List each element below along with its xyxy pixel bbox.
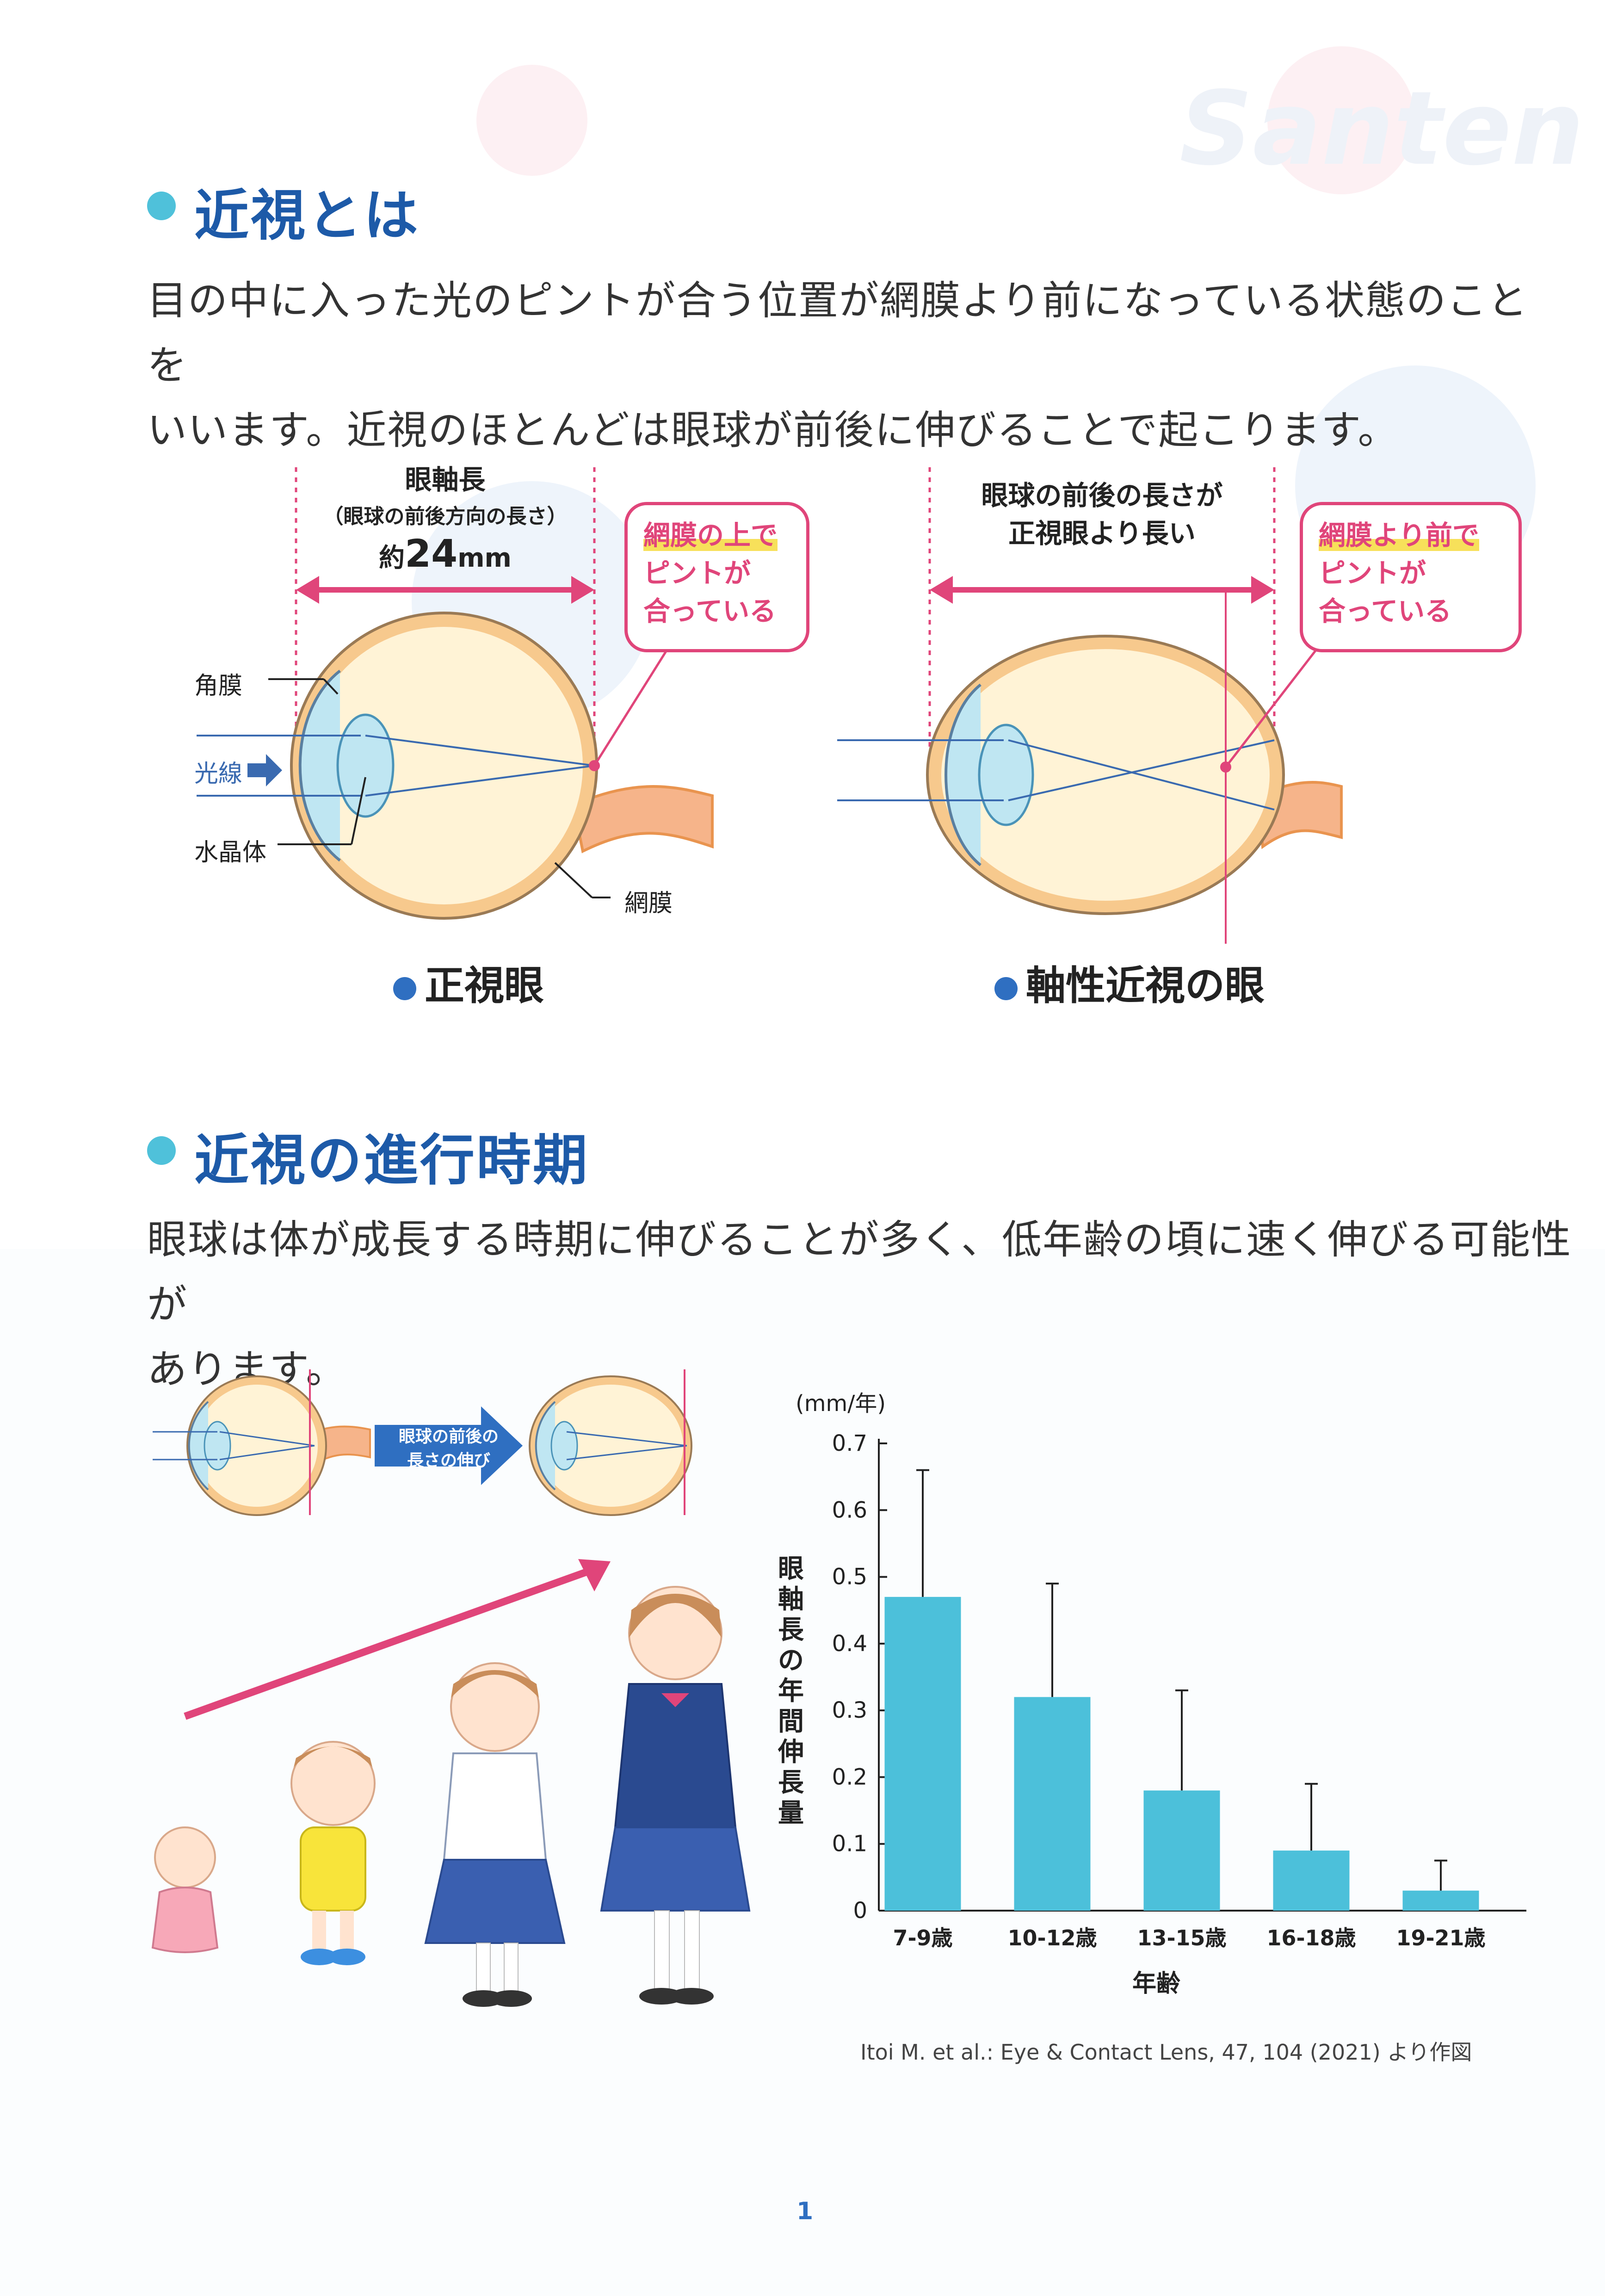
children-growth-illustration (151, 1559, 751, 2007)
normal-eye-callout: 網膜の上で ピントが 合っている (624, 502, 809, 652)
section2-paragraph: 眼球は体が成長する時期に伸びることが多く、低年齢の頃に速く伸びる可能性が ありま… (147, 1207, 1581, 1402)
chart-bar (1014, 1697, 1091, 1911)
chart-y-axis-label-char: 長 (778, 1768, 804, 1798)
section1-line1: 目の中に入った光のピントが合う位置が網膜より前になっている状態のことを (147, 278, 1528, 389)
chart-x-tick-label: 7-9歳 (893, 1925, 952, 1950)
chart-unit-label: (mm/年) (796, 1391, 886, 1417)
chart-x-tick-label: 13-15歳 (1137, 1925, 1226, 1950)
normal-eye-caption: 正視眼 (393, 953, 544, 1011)
chart-y-axis-label-char: 間 (778, 1707, 804, 1737)
chart-x-tick-label: 10-12歳 (1007, 1925, 1097, 1950)
chart-bar (884, 1597, 961, 1911)
myopic-eye-callout: 網膜より前で ピントが 合っている (1300, 502, 1522, 652)
section2-heading: 近視の進行時期 (194, 1128, 590, 1192)
normal-dim-label: 眼軸長 （眼球の前後方向の長さ） 約24mm (296, 458, 594, 576)
chart-y-axis-label-char: 眼 (778, 1554, 804, 1584)
chart-y-tick-label: 0 (853, 1898, 867, 1924)
myopic-eye-diagram (837, 467, 1343, 944)
page-number: 1 (796, 2197, 814, 2225)
section1-paragraph: 目の中に入った光のピントが合う位置が網膜より前になっている状態のことを いいます… (147, 268, 1535, 463)
callout-highlight: 網膜の上で (643, 520, 778, 551)
growth-eyes-illustration (153, 1369, 692, 1516)
chart-bar (1402, 1890, 1479, 1911)
chart-bar (1143, 1790, 1220, 1911)
chart-y-axis-label-char: 伸 (778, 1737, 804, 1767)
chart-x-tick-label: 19-21歳 (1396, 1925, 1485, 1950)
normal-eye-diagram (197, 467, 714, 920)
chart-y-axis-label-char: の (778, 1646, 804, 1676)
chart-y-axis-label-char: 年 (778, 1676, 804, 1706)
heading-bullet (147, 1136, 176, 1165)
chart-y-tick-label: 0.6 (832, 1497, 867, 1523)
retina-label: 網膜 (624, 890, 673, 917)
growth-arrow-label: 眼球の前後の 長さの伸び (398, 1427, 499, 1470)
dim-subtitle: （眼球の前後方向の長さ） (323, 505, 568, 528)
chart-bar (1273, 1850, 1350, 1911)
dim-value: 約24mm (379, 532, 512, 576)
chart-y-tick-label: 0.7 (832, 1430, 867, 1456)
section1-line2: いいます。近視のほとんどは眼球が前後に伸びることで起こります。 (147, 407, 1399, 453)
heading-bullet (147, 192, 176, 220)
chart-x-tick-label: 16-18歳 (1266, 1925, 1356, 1950)
dim-title: 眼軸長 (405, 464, 486, 495)
brand-watermark: Santen (1179, 69, 1584, 188)
chart-y-axis-label-char: 長 (778, 1615, 804, 1645)
lens-label: 水晶体 (194, 839, 267, 866)
light-ray-label: 光線 (194, 760, 243, 788)
chart-y-axis-label-char: 量 (778, 1798, 804, 1828)
caption-bullet (994, 977, 1018, 1000)
axial-length-bar-chart: (mm/年)00.10.20.30.40.50.60.7眼軸長の年間伸長量7-9… (778, 1391, 1526, 1998)
chart-y-tick-label: 0.2 (832, 1764, 867, 1790)
chart-y-axis-label-char: 軸 (778, 1584, 804, 1615)
myopic-dim-label: 眼球の前後の長さが 正視眼より長い (981, 480, 1223, 549)
caption-bullet (393, 977, 416, 1000)
callout-highlight: 網膜より前で (1319, 520, 1479, 551)
citation: Itoi M. et al.: Eye & Contact Lens, 47, … (860, 2040, 1472, 2065)
cornea-label: 角膜 (194, 672, 243, 700)
myopic-eye-caption: 軸性近視の眼 (994, 953, 1265, 1011)
chart-x-axis-label: 年齢 (1132, 1970, 1180, 1998)
section1-heading: 近視とは (194, 184, 420, 248)
chart-y-tick-label: 0.3 (832, 1697, 867, 1723)
chart-y-tick-label: 0.5 (832, 1564, 867, 1590)
section2-line1: 眼球は体が成長する時期に伸びることが多く、低年齢の頃に速く伸びる可能性が (147, 1217, 1572, 1328)
chart-y-tick-label: 0.4 (832, 1631, 867, 1657)
chart-y-tick-label: 0.1 (832, 1831, 867, 1857)
